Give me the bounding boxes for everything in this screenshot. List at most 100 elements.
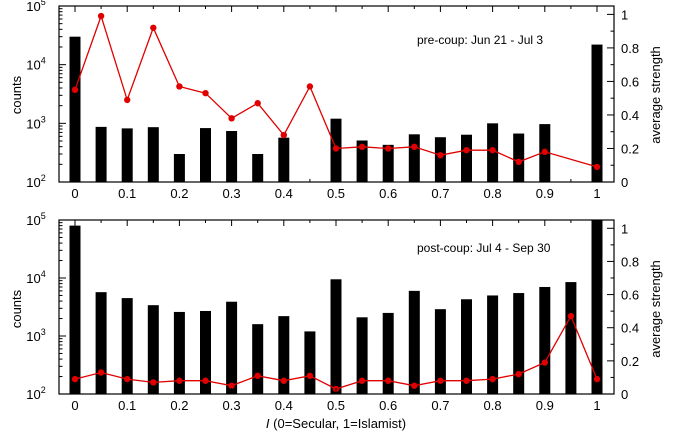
p0-bar-13 bbox=[408, 134, 420, 182]
p1-xtick-label-7: 0.7 bbox=[431, 398, 449, 413]
p0-xtick-label-4: 0.4 bbox=[275, 186, 293, 201]
p1-bar-3 bbox=[147, 305, 159, 394]
p1-bar-9 bbox=[304, 331, 316, 394]
p0-xtick-label-6: 0.6 bbox=[379, 186, 397, 201]
p0-bar-7 bbox=[252, 154, 264, 182]
p0-ytick-label-2: 104 bbox=[26, 56, 45, 73]
p0-ytick-label-3: 105 bbox=[26, 0, 45, 14]
p0-strength-point-10 bbox=[332, 145, 340, 152]
p0-bar-12 bbox=[382, 144, 394, 182]
p1-bar-8 bbox=[278, 316, 290, 394]
p0-y2tick-label-4: 0.8 bbox=[621, 41, 639, 56]
p1-xtick-label-5: 0.5 bbox=[327, 398, 345, 413]
p0-strength-point-12 bbox=[385, 145, 392, 152]
p0-xtick-label-3: 0.3 bbox=[223, 186, 241, 201]
p0-bar-11 bbox=[356, 140, 368, 182]
p0-strength-point-11 bbox=[358, 143, 366, 150]
p0-bar-8 bbox=[278, 137, 290, 182]
p1-strength-point-8 bbox=[280, 377, 287, 384]
p1-xtick-label-10: 1 bbox=[593, 398, 600, 413]
p0-strength-point-0 bbox=[71, 86, 79, 94]
p1-bar-15 bbox=[461, 299, 472, 394]
p1-strength-point-6 bbox=[228, 382, 235, 389]
p0-strength-point-14 bbox=[437, 151, 444, 159]
p0-xtick-label-10: 1 bbox=[593, 186, 600, 201]
p1-bar-5 bbox=[200, 310, 211, 394]
p1-strength-point-11 bbox=[358, 377, 366, 384]
p0-xtick-label-7: 0.7 bbox=[431, 186, 449, 201]
p1-y2tick-label-1: 0.2 bbox=[621, 354, 639, 369]
bottom-panel-y2label: average strength bbox=[648, 260, 663, 358]
p1-y2tick-label-4: 0.8 bbox=[621, 254, 639, 269]
p1-bar-20 bbox=[591, 220, 603, 394]
p1-xtick-label-6: 0.6 bbox=[379, 398, 397, 413]
p1-bar-2 bbox=[121, 298, 133, 394]
p0-bar-14 bbox=[434, 137, 446, 182]
p1-bar-11 bbox=[356, 317, 368, 394]
p1-strength-point-1 bbox=[97, 369, 105, 376]
p0-bar-0 bbox=[69, 36, 81, 182]
p1-xtick-label-2: 0.2 bbox=[170, 398, 188, 413]
p1-strength-point-14 bbox=[437, 377, 444, 384]
p0-y2tick-label-2: 0.4 bbox=[621, 108, 639, 123]
p0-xtick-label-2: 0.2 bbox=[170, 186, 188, 201]
p1-strength-point-9 bbox=[306, 372, 314, 379]
p0-strength-point-20 bbox=[593, 163, 601, 171]
p1-bar-4 bbox=[173, 311, 185, 394]
p1-bar-0 bbox=[69, 225, 81, 394]
p0-bar-3 bbox=[147, 127, 159, 182]
p1-bar-1 bbox=[95, 292, 107, 394]
p0-ytick-label-1: 103 bbox=[26, 114, 45, 131]
p1-y2tick-label-3: 0.6 bbox=[621, 288, 639, 303]
x-axis-variable: I bbox=[266, 416, 270, 431]
p1-strength-point-2 bbox=[124, 375, 131, 383]
p0-y2tick-label-5: 1 bbox=[621, 7, 628, 22]
p1-strength-point-0 bbox=[71, 375, 79, 383]
p1-ytick-label-1: 103 bbox=[26, 327, 45, 344]
p0-bar-4 bbox=[173, 154, 185, 182]
p0-strength-line bbox=[74, 14, 598, 168]
p0-ytick-label-0: 102 bbox=[26, 173, 45, 190]
p1-strength-point-12 bbox=[385, 377, 392, 384]
p0-strength-point-1 bbox=[97, 12, 105, 20]
p0-strength-point-5 bbox=[202, 89, 209, 97]
p1-bar-12 bbox=[382, 312, 394, 394]
bottom-panel-annotation: post-coup: Jul 4 - Sep 30 bbox=[417, 241, 551, 255]
bottom-panel: post-coup: Jul 4 - Sep 30 counts average… bbox=[9, 211, 663, 413]
p1-xtick-label-3: 0.3 bbox=[223, 398, 241, 413]
p1-xtick-label-8: 0.8 bbox=[484, 398, 502, 413]
x-axis-description: (0=Secular, 1=Islamist) bbox=[270, 416, 407, 431]
p0-strength-point-16 bbox=[489, 146, 496, 154]
p0-strength-point-15 bbox=[463, 146, 470, 154]
p0-strength-point-6 bbox=[228, 115, 235, 122]
p1-bar-13 bbox=[408, 290, 420, 394]
p1-bar-18 bbox=[539, 286, 551, 394]
p0-y2tick-label-3: 0.6 bbox=[621, 74, 639, 89]
p1-bar-10 bbox=[330, 279, 342, 394]
p1-strength-point-18 bbox=[541, 359, 548, 366]
p1-strength-point-4 bbox=[176, 377, 183, 384]
p0-y2tick-label-1: 0.2 bbox=[621, 141, 639, 156]
p0-bar-2 bbox=[121, 128, 133, 182]
p0-strength-point-2 bbox=[124, 96, 131, 104]
p0-strength-point-13 bbox=[411, 143, 418, 150]
p1-strength-point-15 bbox=[463, 377, 470, 384]
p1-bar-7 bbox=[252, 324, 264, 394]
p1-bar-16 bbox=[487, 295, 499, 394]
p1-y2tick-label-2: 0.4 bbox=[621, 321, 639, 336]
p0-bar-17 bbox=[513, 133, 525, 182]
p1-bar-14 bbox=[434, 309, 446, 394]
p1-y2tick-label-5: 1 bbox=[621, 221, 628, 236]
p1-xtick-label-9: 0.9 bbox=[536, 398, 554, 413]
p1-strength-point-5 bbox=[202, 377, 209, 384]
top-panel-y2label: average strength bbox=[648, 46, 663, 144]
top-panel-ylabel: counts bbox=[9, 75, 24, 114]
p0-xtick-label-5: 0.5 bbox=[327, 186, 345, 201]
p0-bar-6 bbox=[226, 131, 238, 182]
p1-strength-point-19 bbox=[567, 312, 575, 320]
p0-strength-point-4 bbox=[176, 83, 183, 90]
p1-ytick-label-3: 105 bbox=[26, 211, 45, 228]
p1-strength-point-3 bbox=[150, 379, 157, 386]
p0-bar-1 bbox=[95, 126, 107, 182]
p1-strength-point-17 bbox=[515, 370, 522, 378]
